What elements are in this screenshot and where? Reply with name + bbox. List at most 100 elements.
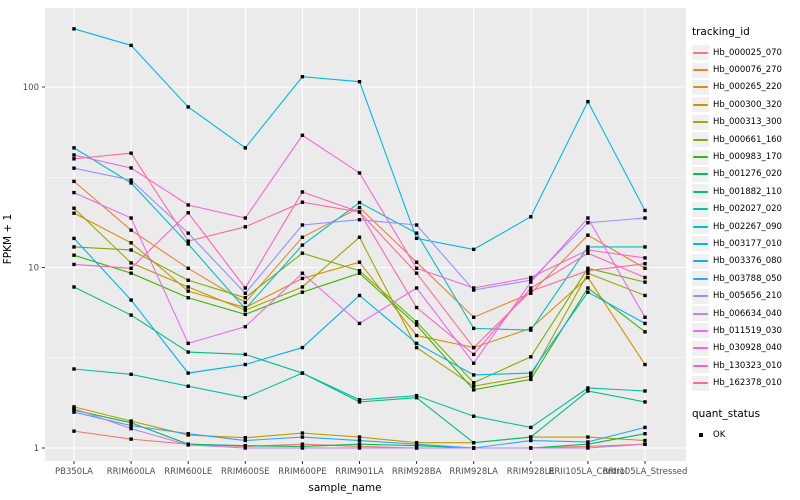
legend-item-label: Hb_030928_040 — [713, 343, 782, 354]
data-point — [186, 350, 190, 354]
legend-quant-status-title: quant_status — [692, 407, 761, 420]
data-point — [186, 384, 190, 388]
data-point — [414, 393, 419, 398]
data-point — [129, 151, 133, 155]
data-point — [243, 362, 247, 367]
legend-key-swatch — [692, 79, 709, 95]
data-point — [300, 276, 305, 281]
data-point — [472, 352, 476, 357]
data-point — [243, 296, 247, 300]
data-point — [300, 235, 305, 239]
data-point — [414, 271, 419, 275]
data-point — [243, 436, 247, 440]
series-color-line-icon — [693, 138, 708, 141]
data-point — [357, 269, 362, 273]
data-point — [357, 435, 362, 439]
series-color-line-icon — [693, 69, 708, 72]
data-point — [414, 446, 419, 450]
data-point — [472, 446, 476, 450]
legend-key-swatch — [692, 219, 709, 235]
data-point — [243, 395, 247, 400]
data-point — [643, 293, 647, 298]
legend-item-label: Hb_005656_210 — [713, 291, 782, 302]
x-tick-label: RRIM600PE — [278, 467, 326, 477]
data-point — [414, 395, 419, 400]
data-point — [72, 206, 76, 210]
data-point — [129, 266, 133, 270]
series-color-line-icon — [693, 277, 708, 280]
data-point — [643, 280, 647, 284]
legend-item-label: Hb_000313_300 — [713, 117, 782, 128]
data-point — [129, 437, 133, 441]
data-point — [243, 307, 247, 311]
data-point — [414, 442, 419, 446]
data-point — [72, 179, 76, 184]
data-point — [300, 243, 305, 247]
data-point — [243, 286, 247, 290]
data-point — [586, 271, 590, 275]
data-point — [586, 251, 590, 255]
chart-panel — [45, 8, 686, 461]
series-color-line-icon — [693, 156, 708, 159]
data-point — [357, 210, 362, 214]
data-point — [72, 153, 76, 157]
data-point — [586, 233, 590, 237]
data-point — [129, 216, 133, 220]
data-point — [243, 352, 247, 357]
data-point — [357, 446, 362, 450]
data-point — [300, 371, 305, 375]
legend-key-swatch — [692, 323, 709, 339]
legend-key-swatch — [692, 184, 709, 200]
data-point — [357, 321, 362, 326]
data-point — [129, 372, 133, 377]
data-point — [243, 312, 247, 317]
x-tick-label: RRII105LA_Stressed — [603, 467, 688, 477]
legend-item-label: Hb_000076_270 — [713, 65, 782, 76]
data-point — [129, 166, 133, 170]
data-point — [300, 431, 305, 435]
data-point — [300, 435, 305, 439]
data-point — [129, 423, 133, 428]
series-color-line-icon — [693, 121, 708, 124]
legend-item: Hb_001276_020 — [692, 166, 798, 183]
data-point — [472, 414, 476, 418]
data-point — [643, 216, 647, 220]
data-point — [414, 333, 419, 338]
data-point — [72, 253, 76, 257]
legend-item-label: Hb_000983_170 — [713, 152, 782, 163]
data-point — [529, 328, 533, 332]
data-point — [129, 181, 133, 185]
legend-item-label: Hb_001276_020 — [713, 169, 782, 180]
legend-key-swatch — [692, 45, 709, 61]
legend-key-swatch — [692, 253, 709, 269]
data-point — [529, 355, 533, 359]
data-point — [243, 300, 247, 305]
data-point — [243, 446, 247, 450]
data-point — [643, 256, 647, 260]
data-point — [186, 432, 190, 436]
data-point — [472, 315, 476, 319]
series-color-line-icon — [693, 260, 708, 263]
data-point — [243, 443, 247, 448]
x-tick-label: RRIM928LA — [449, 467, 498, 477]
data-point — [300, 190, 305, 194]
data-point — [414, 341, 419, 346]
data-point — [586, 389, 590, 393]
legend-item-label: Hb_011519_030 — [713, 325, 782, 336]
data-point — [643, 321, 647, 326]
data-point — [586, 216, 590, 220]
y-tick-label: 100 — [23, 83, 39, 93]
data-point — [186, 231, 190, 235]
data-point — [472, 247, 476, 252]
data-point — [129, 241, 133, 245]
legend-item: Hb_162378_010 — [692, 374, 798, 391]
x-tick-label: RRII105LA_Control — [549, 467, 628, 477]
data-point — [643, 362, 647, 367]
series-color-line-icon — [693, 295, 708, 298]
data-point — [243, 146, 247, 150]
data-point — [472, 373, 476, 377]
data-point — [300, 75, 305, 79]
data-point — [414, 266, 419, 270]
series-color-line-icon — [693, 364, 708, 367]
